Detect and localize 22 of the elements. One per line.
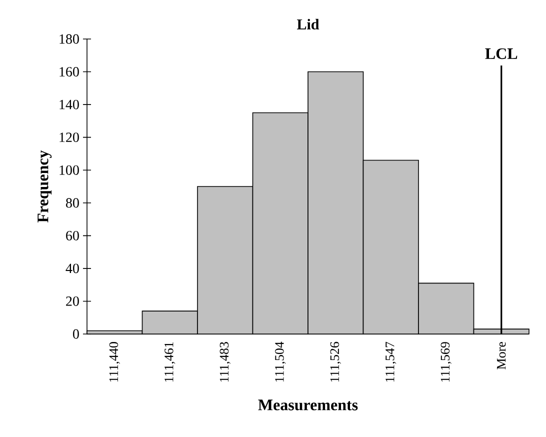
x-tick-label: More (497, 342, 506, 370)
y-tick-label: 80 (66, 198, 79, 208)
y-tick-label: 20 (66, 296, 79, 306)
x-axis-title: Measurements (258, 400, 358, 410)
chart-title: Lid (296, 18, 320, 30)
y-tick-label: 0 (73, 329, 79, 339)
y-tick-label: 160 (60, 67, 79, 77)
y-tick-label: 60 (66, 230, 79, 240)
x-tick-label: 111,483 (220, 342, 230, 382)
y-axis-title: Frequency (38, 150, 52, 223)
ref-line-label: LCL (485, 48, 518, 60)
x-tick-label: 111,547 (386, 342, 396, 382)
y-tick-label: 140 (60, 100, 79, 110)
y-tick-label: 180 (60, 34, 79, 44)
x-tick-label: 111,461 (164, 342, 176, 382)
x-tick-label: 111,569 (440, 342, 452, 382)
y-tick-label: 40 (66, 264, 79, 274)
y-tick-label: 100 (60, 165, 79, 175)
x-tick-label: 111,504 (275, 342, 286, 382)
x-tick-label: 111,440 (109, 342, 120, 382)
y-tick-label: 120 (60, 132, 79, 142)
x-tick-label: 111,526 (330, 342, 341, 382)
